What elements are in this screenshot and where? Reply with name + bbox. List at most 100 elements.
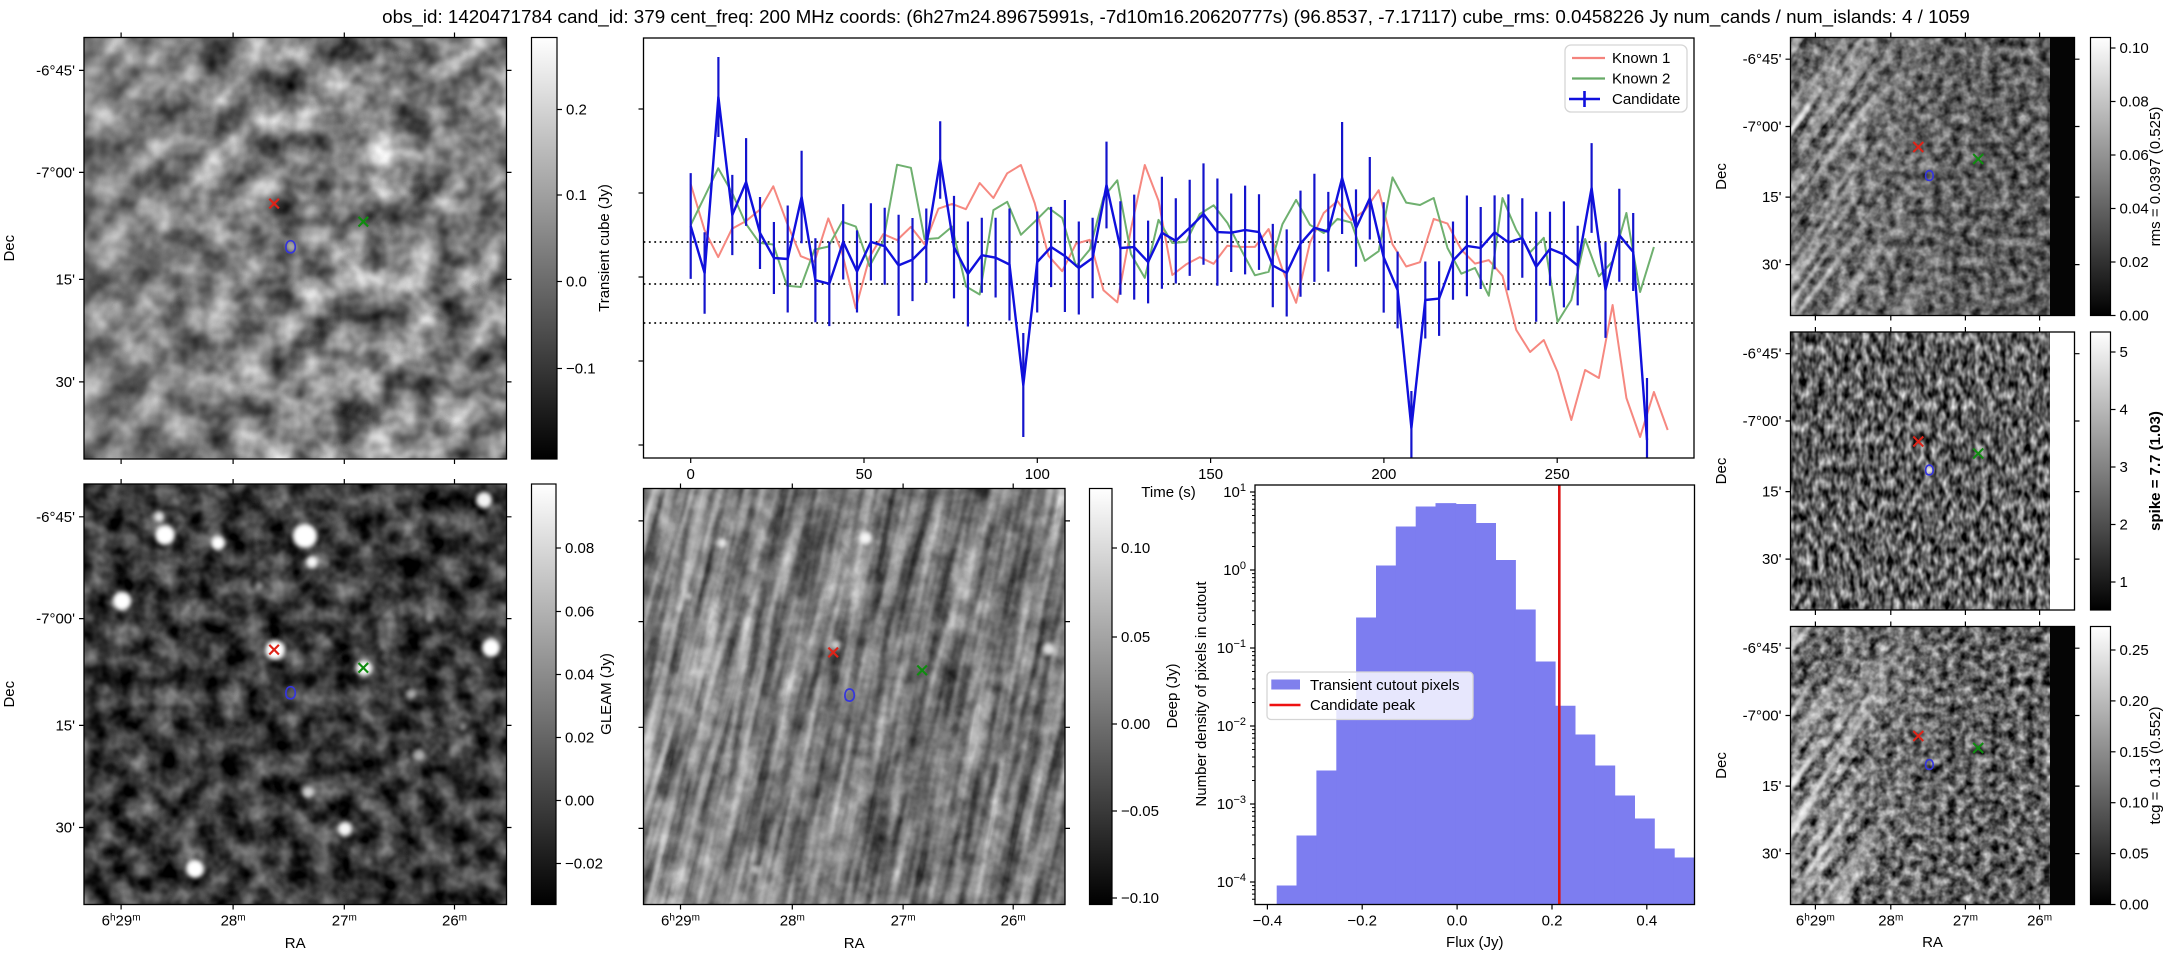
svg-text:Dec: Dec — [1, 234, 18, 261]
svg-text:0.2: 0.2 — [1542, 913, 1563, 930]
svg-text:Dec: Dec — [1, 680, 18, 707]
svg-text:15': 15' — [55, 717, 75, 734]
svg-text:150: 150 — [1198, 466, 1223, 483]
svg-text:0.10: 0.10 — [2120, 795, 2149, 812]
svg-text:100: 100 — [1223, 560, 1246, 579]
svg-text:30': 30' — [55, 820, 75, 837]
svg-text:-6°45': -6°45' — [36, 62, 75, 79]
svg-text:0.15: 0.15 — [2120, 744, 2149, 761]
svg-text:0.05: 0.05 — [1121, 629, 1150, 646]
svg-text:RA: RA — [1922, 934, 1943, 951]
svg-text:250: 250 — [1545, 466, 1570, 483]
svg-text:0.05: 0.05 — [2120, 846, 2149, 863]
svg-text:Known 2: Known 2 — [1612, 71, 1670, 88]
svg-text:0.20: 0.20 — [2120, 693, 2149, 710]
svg-text:rms = 0.0397 (0.525): rms = 0.0397 (0.525) — [2147, 107, 2164, 247]
svg-text:0.00: 0.00 — [2120, 897, 2149, 914]
svg-text:0.4: 0.4 — [1636, 913, 1657, 930]
svg-text:50: 50 — [856, 466, 873, 483]
svg-text:2: 2 — [2120, 517, 2128, 534]
svg-text:0.00: 0.00 — [2120, 308, 2149, 325]
svg-text:Candidate: Candidate — [1612, 91, 1680, 108]
svg-text:4: 4 — [2120, 402, 2128, 419]
svg-text:6h29m: 6h29m — [661, 913, 700, 930]
svg-text:0.00: 0.00 — [565, 793, 594, 810]
svg-text:-6°45': -6°45' — [1743, 51, 1782, 68]
svg-text:-6°45': -6°45' — [1743, 640, 1782, 657]
svg-text:100: 100 — [1025, 466, 1050, 483]
svg-text:-7°00': -7°00' — [1743, 413, 1782, 430]
svg-text:RA: RA — [844, 935, 865, 952]
svg-text:Number density of pixels in cu: Number density of pixels in cutout — [1193, 581, 1210, 807]
svg-text:15': 15' — [55, 271, 75, 288]
svg-text:-7°00': -7°00' — [1743, 119, 1782, 136]
svg-text:27m: 27m — [1953, 913, 1978, 930]
svg-text:28m: 28m — [1878, 913, 1903, 930]
svg-text:Dec: Dec — [1713, 163, 1730, 190]
svg-text:5: 5 — [2120, 344, 2128, 361]
svg-text:−0.10: −0.10 — [1121, 890, 1159, 907]
svg-text:10−1: 10−1 — [1217, 638, 1246, 657]
svg-text:27m: 27m — [332, 913, 357, 930]
svg-text:15': 15' — [1762, 189, 1782, 206]
svg-text:6h29m: 6h29m — [1796, 913, 1835, 930]
svg-text:0.08: 0.08 — [2120, 94, 2149, 111]
svg-text:3: 3 — [2120, 459, 2128, 476]
svg-text:1: 1 — [2120, 574, 2128, 591]
svg-text:0.04: 0.04 — [565, 667, 594, 684]
svg-text:0: 0 — [687, 466, 695, 483]
svg-text:−0.2: −0.2 — [1347, 913, 1377, 930]
svg-text:0.1: 0.1 — [566, 187, 587, 204]
svg-text:26m: 26m — [1001, 913, 1026, 930]
svg-text:15': 15' — [1762, 484, 1782, 501]
svg-text:RA: RA — [285, 935, 306, 952]
svg-text:200: 200 — [1371, 466, 1396, 483]
svg-text:10−2: 10−2 — [1217, 716, 1246, 735]
svg-text:0.0: 0.0 — [566, 274, 587, 291]
svg-text:Transient cube (Jy): Transient cube (Jy) — [596, 184, 613, 312]
svg-text:Candidate peak: Candidate peak — [1310, 697, 1416, 714]
svg-text:-7°00': -7°00' — [36, 164, 75, 181]
svg-text:26m: 26m — [442, 913, 467, 930]
svg-text:GLEAM (Jy): GLEAM (Jy) — [598, 653, 615, 735]
svg-text:0.02: 0.02 — [565, 730, 594, 747]
svg-text:-6°45': -6°45' — [1743, 346, 1782, 363]
svg-text:−0.1: −0.1 — [566, 361, 596, 378]
svg-text:Transient cutout pixels: Transient cutout pixels — [1310, 677, 1460, 694]
svg-text:0.02: 0.02 — [2120, 254, 2149, 271]
svg-text:10−4: 10−4 — [1217, 872, 1246, 891]
svg-text:-6°45': -6°45' — [36, 509, 75, 526]
svg-text:-7°00': -7°00' — [36, 611, 75, 628]
svg-text:27m: 27m — [891, 913, 916, 930]
svg-text:0.06: 0.06 — [2120, 147, 2149, 164]
svg-text:Dec: Dec — [1713, 752, 1730, 779]
svg-text:30': 30' — [1762, 257, 1782, 274]
svg-text:Dec: Dec — [1713, 457, 1730, 484]
svg-text:Flux (Jy): Flux (Jy) — [1446, 934, 1504, 951]
svg-text:0.25: 0.25 — [2120, 642, 2149, 659]
svg-text:10−3: 10−3 — [1217, 794, 1246, 813]
svg-text:0.00: 0.00 — [1121, 716, 1150, 733]
svg-text:0.08: 0.08 — [565, 540, 594, 557]
svg-text:Known 1: Known 1 — [1612, 50, 1670, 67]
svg-text:0.10: 0.10 — [1121, 540, 1150, 557]
svg-text:30': 30' — [1762, 551, 1782, 568]
svg-text:spike = 7.7 (1.03): spike = 7.7 (1.03) — [2147, 411, 2164, 531]
svg-text:26m: 26m — [2027, 913, 2052, 930]
svg-text:−0.05: −0.05 — [1121, 803, 1159, 820]
svg-text:−0.4: −0.4 — [1253, 913, 1283, 930]
svg-text:0.04: 0.04 — [2120, 201, 2149, 218]
svg-text:0.10: 0.10 — [2120, 40, 2149, 57]
svg-text:0.0: 0.0 — [1447, 913, 1468, 930]
svg-text:101: 101 — [1223, 482, 1246, 501]
svg-text:0.2: 0.2 — [566, 102, 587, 119]
svg-text:-7°00': -7°00' — [1743, 708, 1782, 725]
svg-text:15': 15' — [1762, 778, 1782, 795]
svg-text:0.06: 0.06 — [565, 604, 594, 621]
svg-text:30': 30' — [1762, 846, 1782, 863]
svg-text:28m: 28m — [780, 913, 805, 930]
svg-text:−0.02: −0.02 — [565, 856, 603, 873]
svg-text:28m: 28m — [221, 913, 246, 930]
svg-text:Deep (Jy): Deep (Jy) — [1164, 663, 1181, 728]
svg-text:obs_id: 1420471784 cand_id: 37: obs_id: 1420471784 cand_id: 379 cent_fre… — [382, 6, 1970, 28]
